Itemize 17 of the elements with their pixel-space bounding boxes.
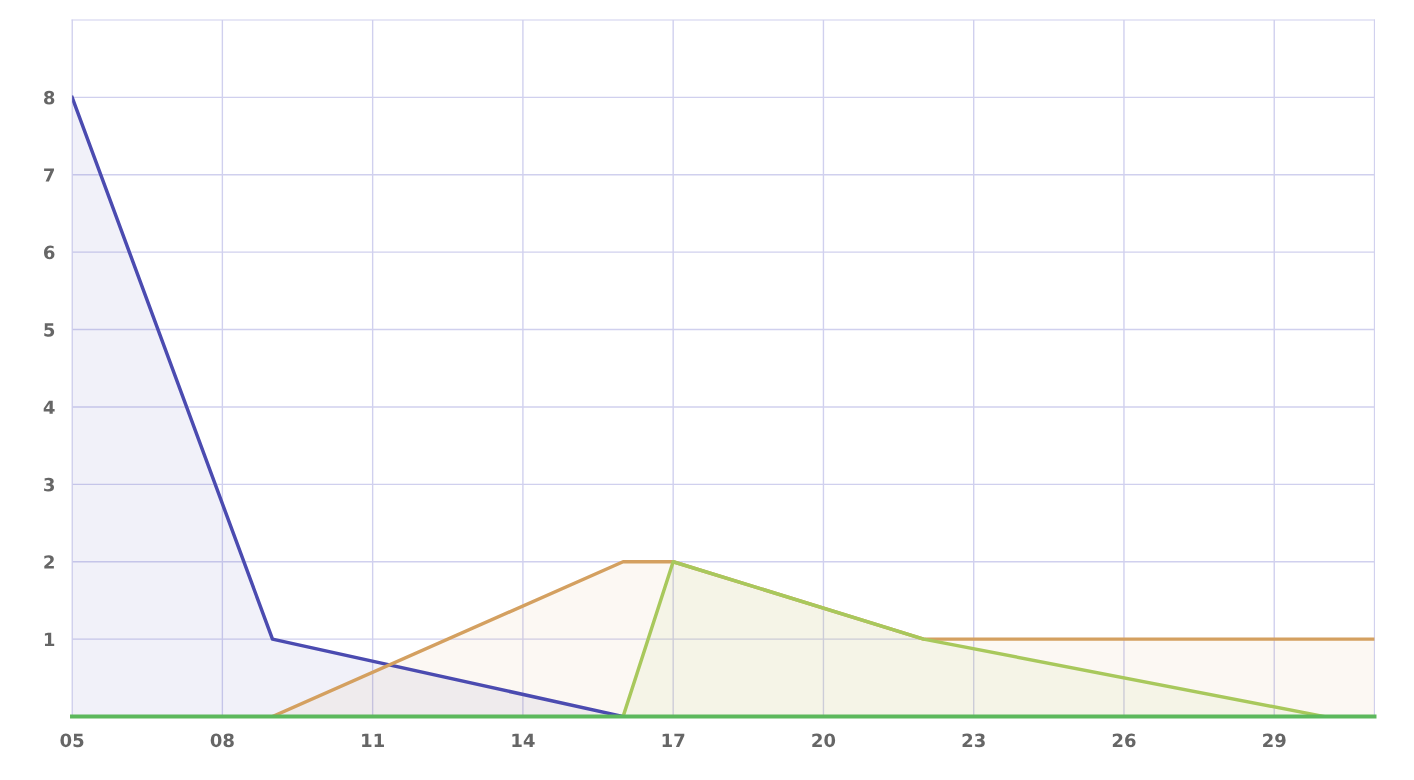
y-tick-label: 8 — [43, 90, 55, 105]
y-tick-label: 5 — [44, 323, 55, 337]
x-tick-label: 14 — [512, 733, 535, 747]
y-tick-label: 2 — [44, 555, 54, 569]
x-tick-label: 23 — [962, 733, 985, 748]
x-tick-label: 17 — [662, 733, 685, 747]
x-tick-label: 20 — [812, 733, 836, 748]
y-tick-label: 7 — [44, 168, 55, 182]
x-tick-label: 11 — [362, 733, 384, 747]
x-tick-label: 05 — [60, 733, 84, 748]
y-tick-label: 3 — [44, 477, 55, 492]
x-tick-label: 29 — [1263, 733, 1286, 748]
y-tick-label: 1 — [44, 632, 55, 646]
x-tick-label: 08 — [210, 733, 234, 748]
x-tick-label: 26 — [1112, 733, 1136, 748]
y-tick-label: 4 — [43, 400, 55, 414]
y-tick-label: 6 — [44, 245, 55, 260]
